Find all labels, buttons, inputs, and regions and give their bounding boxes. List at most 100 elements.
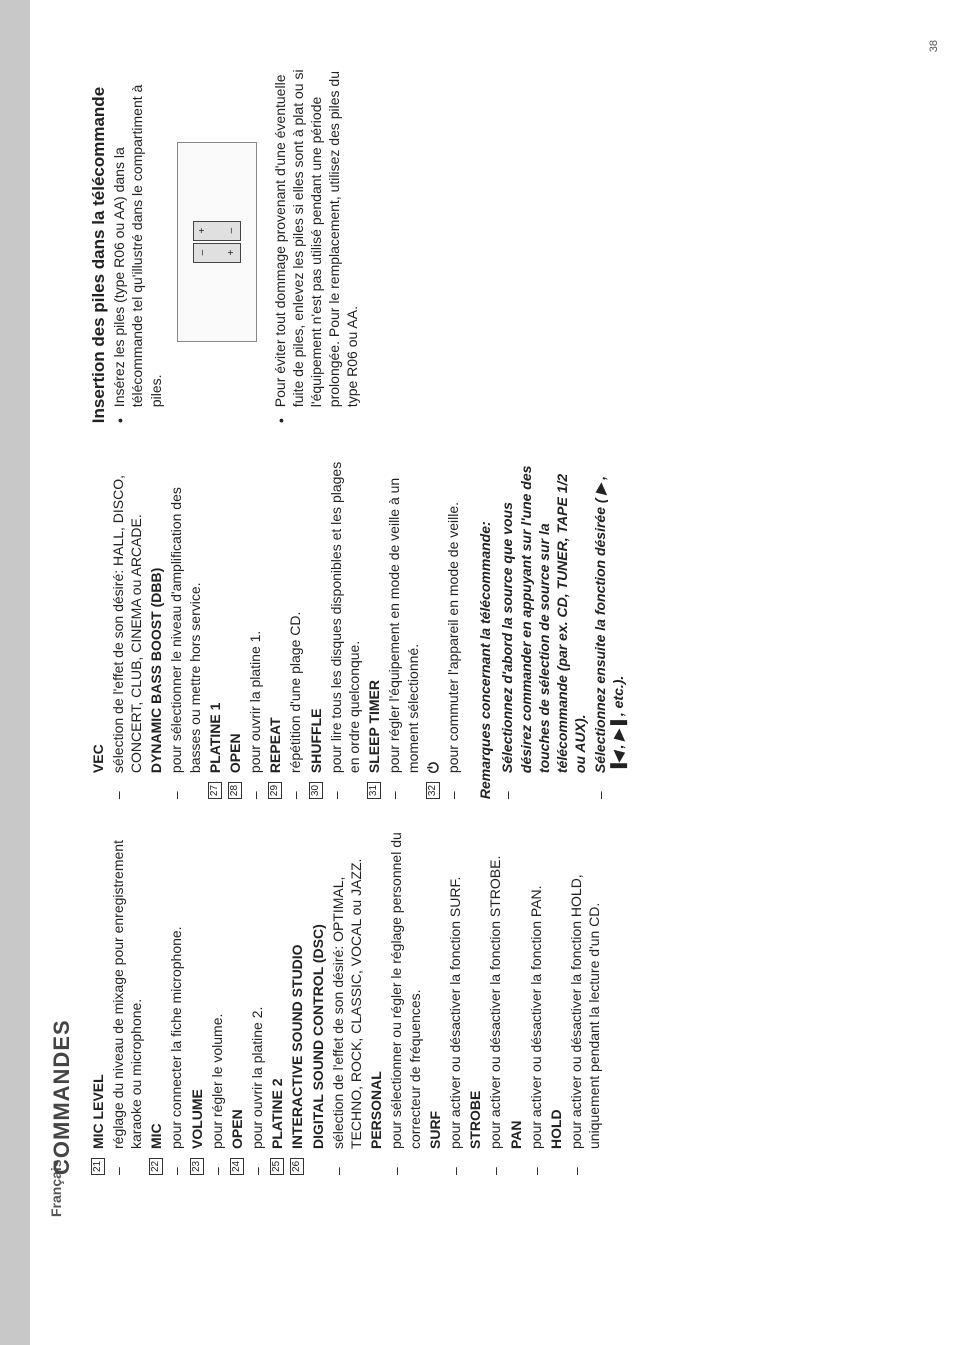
- entry: 21MIC LEVEL: [89, 829, 107, 1175]
- entry-dash: –: [387, 1149, 423, 1175]
- entry: 25PLATINE 2: [268, 829, 286, 1175]
- entry: HOLD: [547, 829, 565, 1175]
- entry: DYNAMIC BASS BOOST (DBB): [147, 453, 165, 799]
- entry-bold: DYNAMIC BASS BOOST (DBB): [147, 453, 165, 773]
- entry-dash: –: [567, 1149, 603, 1175]
- entry: 31SLEEP TIMER: [365, 453, 383, 799]
- remarks-heading: Remarques concernant la télécommande:: [476, 453, 494, 799]
- entry-bold: PLATINE 1: [206, 453, 224, 773]
- entry-text: réglage du niveau de mixage pour enregis…: [109, 829, 145, 1149]
- entry-text: pour activer ou désactiver la fonction P…: [527, 829, 545, 1149]
- entry-number: 31: [365, 773, 383, 799]
- entry: –pour connecter la fiche microphone.: [167, 829, 185, 1175]
- bullet-text: Insérez les piles (type R06 ou AA) dans …: [110, 60, 165, 407]
- entry-bold: STROBE: [466, 829, 484, 1149]
- entry: DIGITAL SOUND CONTROL (DSC): [309, 829, 327, 1175]
- entry-number: 23: [188, 1149, 206, 1175]
- entry-bold: HOLD: [547, 829, 565, 1149]
- entry-bold: DIGITAL SOUND CONTROL (DSC): [309, 829, 327, 1149]
- entry: 30SHUFFLE: [307, 453, 325, 799]
- page-headline: COMMANDES: [48, 60, 77, 1175]
- entry-bold: MIC LEVEL: [89, 829, 107, 1149]
- entry-dash: –: [246, 773, 264, 799]
- entry: 32⏻: [424, 453, 442, 799]
- entry-bold: MIC: [147, 829, 165, 1149]
- entry-dash: –: [109, 1149, 145, 1175]
- bullet-text: Pour éviter tout dommage provenant d'une…: [271, 60, 362, 407]
- column-3: Insertion des piles dans la télécommande…: [89, 60, 630, 423]
- entry-number: 28: [226, 773, 244, 799]
- remark-item: –Sélectionnez d'abord la source que vous…: [498, 453, 589, 799]
- entry-text: pour connecter la fiche microphone.: [167, 829, 185, 1149]
- entry-text: pour activer ou désactiver la fonction S…: [486, 829, 504, 1149]
- entry: VEC: [89, 453, 107, 799]
- entry-text: pour ouvrir la platine 1.: [246, 453, 264, 773]
- entry-dash: –: [248, 1149, 266, 1175]
- entry-bold: SURF: [426, 829, 444, 1149]
- entry: –pour activer ou désactiver la fonction …: [446, 829, 464, 1175]
- entry: 24OPEN: [228, 829, 246, 1175]
- entry-number: 32: [424, 773, 442, 799]
- column-2: VEC–sélection de l'effet de son désiré: …: [89, 453, 630, 799]
- entry-number: 26: [288, 1149, 306, 1175]
- entry: 28OPEN: [226, 453, 244, 799]
- entry-bold: PAN: [507, 829, 525, 1149]
- battery-icon: –+: [193, 243, 241, 263]
- entry-bold: SHUFFLE: [307, 453, 325, 773]
- remark-item: –Sélectionnez ensuite la fonction désiré…: [591, 453, 627, 799]
- entry: PAN: [507, 829, 525, 1175]
- entry-number: 22: [147, 1149, 165, 1175]
- entry-bold: PERSONAL: [367, 829, 385, 1149]
- entry-dash: –: [486, 1149, 504, 1175]
- entry-dash: –: [286, 773, 304, 799]
- battery-diagram: –++–: [177, 142, 257, 342]
- entry-number: 30: [307, 773, 325, 799]
- entry: –pour commuter l'appareil en mode de vei…: [444, 453, 462, 799]
- entry-text: sélection de l'effet de son désiré: OPTI…: [329, 829, 365, 1149]
- bullet-icon: [271, 407, 362, 423]
- entry-bold: VEC: [89, 453, 107, 773]
- entry: PERSONAL: [367, 829, 385, 1175]
- entry-text: répétition d'une plage CD.: [286, 453, 304, 773]
- bullet-item: Insérez les piles (type R06 ou AA) dans …: [110, 60, 165, 423]
- entry-dash: –: [208, 1149, 226, 1175]
- entry-dash: –: [327, 773, 363, 799]
- entry-dash: –: [385, 773, 421, 799]
- page-number: 38: [928, 40, 940, 52]
- entry-text: pour sélectionner le niveau d'amplificat…: [167, 453, 203, 773]
- entry: –sélection de l'effet de son désiré: HAL…: [109, 453, 145, 799]
- entry-bold: PLATINE 2: [268, 829, 286, 1149]
- entry-number: 27: [206, 773, 224, 799]
- battery-icon: +–: [193, 221, 241, 241]
- entry-bold: REPEAT: [266, 453, 284, 773]
- entry: 27PLATINE 1: [206, 453, 224, 799]
- entry-bold: OPEN: [228, 829, 246, 1149]
- entry-text: pour commuter l'appareil en mode de veil…: [444, 453, 462, 773]
- entry-number: 21: [89, 1149, 107, 1175]
- entry: –pour ouvrir la platine 1.: [246, 453, 264, 799]
- entry-dash: –: [167, 773, 203, 799]
- entry-text: pour sélectionner ou régler le réglage p…: [387, 829, 423, 1149]
- entry: STROBE: [466, 829, 484, 1175]
- page-body: COMMANDES 21MIC LEVEL–réglage du niveau …: [48, 60, 924, 1175]
- column-1: 21MIC LEVEL–réglage du niveau de mixage …: [89, 829, 630, 1175]
- bullet-item: Pour éviter tout dommage provenant d'une…: [271, 60, 362, 423]
- entry: –pour régler le volume.: [208, 829, 226, 1175]
- col3-title: Insertion des piles dans la télécommande: [89, 60, 109, 423]
- entry-text: pour régler l'équipement en mode de veil…: [385, 453, 421, 773]
- entry: –pour ouvrir la platine 2.: [248, 829, 266, 1175]
- entry-dash: –: [527, 1149, 545, 1175]
- entry: –pour sélectionner le niveau d'amplifica…: [167, 453, 203, 799]
- entry: –répétition d'une plage CD.: [286, 453, 304, 799]
- entry: SURF: [426, 829, 444, 1175]
- entry: –réglage du niveau de mixage pour enregi…: [109, 829, 145, 1175]
- entry: –sélection de l'effet de son désiré: OPT…: [329, 829, 365, 1175]
- entry: –pour lire tous les disques disponibles …: [327, 453, 363, 799]
- entry: 26INTERACTIVE SOUND STUDIO: [288, 829, 306, 1175]
- entry: 22MIC: [147, 829, 165, 1175]
- entry: 23VOLUME: [188, 829, 206, 1175]
- entry-bold: INTERACTIVE SOUND STUDIO: [288, 829, 306, 1149]
- entry-number: 24: [228, 1149, 246, 1175]
- entry-dash: –: [167, 1149, 185, 1175]
- entry-text: pour ouvrir la platine 2.: [248, 829, 266, 1149]
